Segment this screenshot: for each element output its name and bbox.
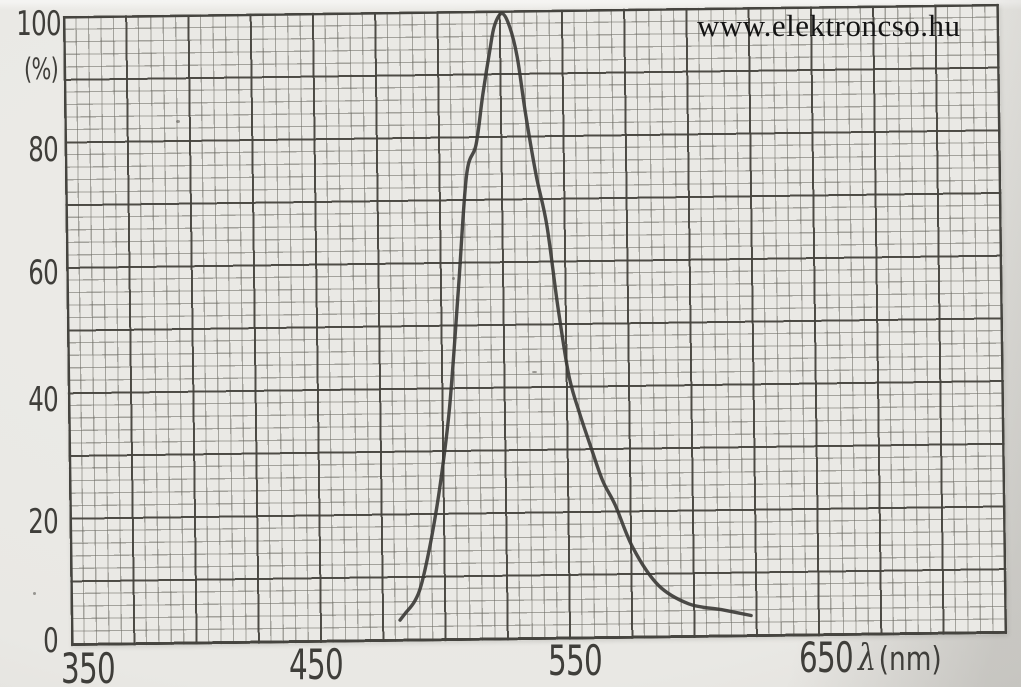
- x-axis-label: λ(nm): [858, 641, 978, 677]
- scan-speck: [452, 277, 455, 280]
- x-tick-label-550: 550: [547, 636, 603, 685]
- scan-speck: [33, 592, 36, 595]
- curve-path: [398, 11, 753, 622]
- y-tick-label-0: 0: [43, 621, 59, 661]
- lambda-symbol: λ: [858, 638, 877, 679]
- x-tick-label-650: 650: [798, 633, 854, 682]
- x-tick-label-450: 450: [288, 640, 344, 687]
- y-tick-label-60: 60: [28, 253, 58, 293]
- scan-speck: [532, 371, 537, 373]
- x-tick-label-350: 350: [60, 644, 116, 687]
- y-axis-unit-label: (%): [24, 52, 59, 86]
- spectral-response-curve: [398, 11, 753, 622]
- y-tick-label-80: 80: [28, 130, 58, 170]
- scan-speck: [176, 120, 180, 123]
- y-tick-label-100: 100: [16, 4, 61, 44]
- y-tick-label-20: 20: [28, 502, 58, 542]
- watermark: www.elektroncso.hu: [697, 8, 961, 43]
- plot-area: [62, 3, 1008, 647]
- x-axis-unit: (nm): [878, 639, 942, 678]
- y-tick-label-40: 40: [28, 380, 58, 420]
